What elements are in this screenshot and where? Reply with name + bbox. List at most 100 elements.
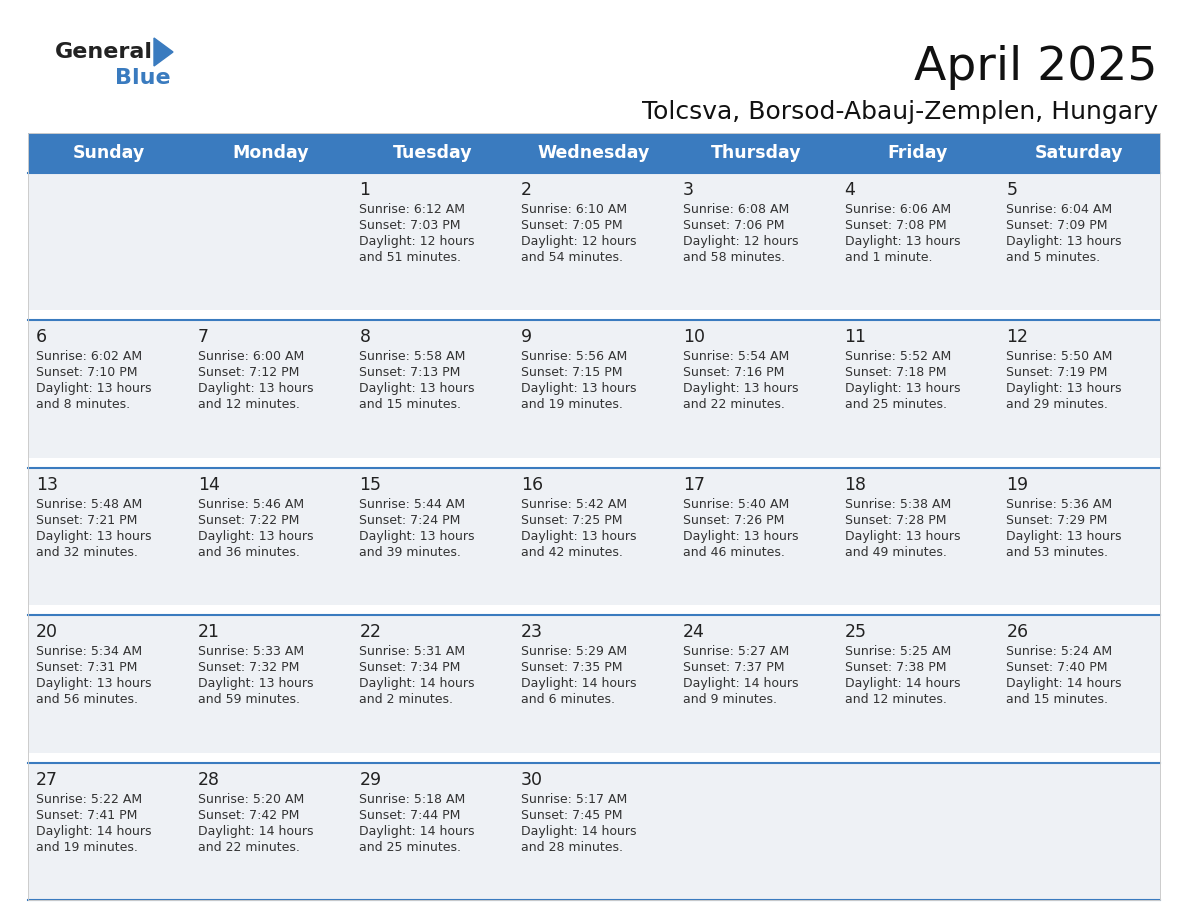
Text: Sunrise: 5:22 AM: Sunrise: 5:22 AM [36,792,143,806]
Text: and 42 minutes.: and 42 minutes. [522,546,623,559]
Text: Daylight: 13 hours: Daylight: 13 hours [36,383,152,396]
Text: 15: 15 [360,476,381,494]
Text: Daylight: 12 hours: Daylight: 12 hours [360,235,475,248]
Text: Sunrise: 5:52 AM: Sunrise: 5:52 AM [845,351,950,364]
Text: Sunrise: 5:33 AM: Sunrise: 5:33 AM [197,645,304,658]
Text: Sunset: 7:31 PM: Sunset: 7:31 PM [36,661,138,674]
Text: Sunrise: 5:50 AM: Sunrise: 5:50 AM [1006,351,1113,364]
Text: Sunset: 7:19 PM: Sunset: 7:19 PM [1006,366,1107,379]
Text: Sunset: 7:12 PM: Sunset: 7:12 PM [197,366,299,379]
Text: Sunrise: 6:02 AM: Sunrise: 6:02 AM [36,351,143,364]
Text: 21: 21 [197,623,220,641]
FancyBboxPatch shape [29,468,1159,605]
Text: Daylight: 12 hours: Daylight: 12 hours [683,235,798,248]
Text: Daylight: 14 hours: Daylight: 14 hours [197,824,314,837]
Text: Daylight: 13 hours: Daylight: 13 hours [1006,383,1121,396]
Text: Daylight: 13 hours: Daylight: 13 hours [683,530,798,543]
Text: Daylight: 13 hours: Daylight: 13 hours [522,530,637,543]
Text: Sunset: 7:35 PM: Sunset: 7:35 PM [522,661,623,674]
Text: Sunrise: 6:00 AM: Sunrise: 6:00 AM [197,351,304,364]
Text: Sunrise: 5:48 AM: Sunrise: 5:48 AM [36,498,143,510]
Text: Daylight: 13 hours: Daylight: 13 hours [360,530,475,543]
FancyBboxPatch shape [29,320,1159,458]
Text: 2: 2 [522,181,532,199]
Text: 28: 28 [197,770,220,789]
Text: and 12 minutes.: and 12 minutes. [197,398,299,411]
Text: Sunset: 7:13 PM: Sunset: 7:13 PM [360,366,461,379]
Text: Daylight: 13 hours: Daylight: 13 hours [845,530,960,543]
Text: Daylight: 13 hours: Daylight: 13 hours [197,677,314,690]
Text: 27: 27 [36,770,58,789]
Text: Sunset: 7:26 PM: Sunset: 7:26 PM [683,514,784,527]
Text: Sunset: 7:41 PM: Sunset: 7:41 PM [36,809,138,822]
Text: 9: 9 [522,329,532,346]
Text: and 58 minutes.: and 58 minutes. [683,251,785,264]
Text: Daylight: 14 hours: Daylight: 14 hours [845,677,960,690]
Text: Daylight: 13 hours: Daylight: 13 hours [683,383,798,396]
Text: Daylight: 13 hours: Daylight: 13 hours [1006,235,1121,248]
Text: 25: 25 [845,623,866,641]
Text: 19: 19 [1006,476,1029,494]
Text: Sunrise: 5:54 AM: Sunrise: 5:54 AM [683,351,789,364]
Text: Daylight: 14 hours: Daylight: 14 hours [360,824,475,837]
Polygon shape [154,38,173,66]
Text: and 19 minutes.: and 19 minutes. [522,398,623,411]
Text: and 22 minutes.: and 22 minutes. [683,398,785,411]
Text: General: General [55,42,153,62]
Text: and 8 minutes.: and 8 minutes. [36,398,131,411]
Text: Sunrise: 5:31 AM: Sunrise: 5:31 AM [360,645,466,658]
Text: 22: 22 [360,623,381,641]
Text: Sunday: Sunday [72,144,145,162]
Text: 23: 23 [522,623,543,641]
Text: Daylight: 14 hours: Daylight: 14 hours [522,824,637,837]
Text: Sunset: 7:29 PM: Sunset: 7:29 PM [1006,514,1107,527]
Text: Sunset: 7:32 PM: Sunset: 7:32 PM [197,661,299,674]
Text: Daylight: 13 hours: Daylight: 13 hours [522,383,637,396]
Text: Sunset: 7:42 PM: Sunset: 7:42 PM [197,809,299,822]
Text: and 49 minutes.: and 49 minutes. [845,546,947,559]
Text: Sunrise: 6:10 AM: Sunrise: 6:10 AM [522,203,627,216]
Text: 3: 3 [683,181,694,199]
Text: Sunset: 7:45 PM: Sunset: 7:45 PM [522,809,623,822]
Text: and 5 minutes.: and 5 minutes. [1006,251,1100,264]
Text: Sunset: 7:16 PM: Sunset: 7:16 PM [683,366,784,379]
Text: Daylight: 13 hours: Daylight: 13 hours [845,383,960,396]
Text: 4: 4 [845,181,855,199]
Text: Sunrise: 5:18 AM: Sunrise: 5:18 AM [360,792,466,806]
Text: Sunset: 7:28 PM: Sunset: 7:28 PM [845,514,946,527]
FancyBboxPatch shape [29,133,1159,173]
Text: Sunset: 7:08 PM: Sunset: 7:08 PM [845,219,946,232]
Text: and 36 minutes.: and 36 minutes. [197,546,299,559]
Text: and 2 minutes.: and 2 minutes. [360,693,454,706]
Text: Sunrise: 6:12 AM: Sunrise: 6:12 AM [360,203,466,216]
Text: Sunrise: 5:38 AM: Sunrise: 5:38 AM [845,498,950,510]
Text: Sunset: 7:40 PM: Sunset: 7:40 PM [1006,661,1107,674]
Text: Sunset: 7:22 PM: Sunset: 7:22 PM [197,514,299,527]
Text: Sunset: 7:05 PM: Sunset: 7:05 PM [522,219,623,232]
Text: and 22 minutes.: and 22 minutes. [197,841,299,854]
Text: Sunset: 7:25 PM: Sunset: 7:25 PM [522,514,623,527]
Text: 6: 6 [36,329,48,346]
Text: Sunrise: 5:20 AM: Sunrise: 5:20 AM [197,792,304,806]
Text: April 2025: April 2025 [915,46,1158,91]
Text: Daylight: 13 hours: Daylight: 13 hours [360,383,475,396]
Text: Sunrise: 6:06 AM: Sunrise: 6:06 AM [845,203,950,216]
Text: 20: 20 [36,623,58,641]
Text: Tolcsva, Borsod-Abauj-Zemplen, Hungary: Tolcsva, Borsod-Abauj-Zemplen, Hungary [642,100,1158,124]
Text: Daylight: 13 hours: Daylight: 13 hours [845,235,960,248]
Text: Sunset: 7:15 PM: Sunset: 7:15 PM [522,366,623,379]
Text: and 19 minutes.: and 19 minutes. [36,841,138,854]
Text: Sunset: 7:10 PM: Sunset: 7:10 PM [36,366,138,379]
FancyBboxPatch shape [29,763,1159,900]
Text: Sunrise: 5:34 AM: Sunrise: 5:34 AM [36,645,143,658]
Text: Daylight: 12 hours: Daylight: 12 hours [522,235,637,248]
Text: Sunrise: 5:27 AM: Sunrise: 5:27 AM [683,645,789,658]
Text: Saturday: Saturday [1035,144,1124,162]
Text: and 32 minutes.: and 32 minutes. [36,546,138,559]
Text: Sunrise: 5:25 AM: Sunrise: 5:25 AM [845,645,950,658]
Text: 30: 30 [522,770,543,789]
Text: Sunrise: 5:29 AM: Sunrise: 5:29 AM [522,645,627,658]
Text: 17: 17 [683,476,704,494]
Text: Sunrise: 5:42 AM: Sunrise: 5:42 AM [522,498,627,510]
Text: and 51 minutes.: and 51 minutes. [360,251,461,264]
